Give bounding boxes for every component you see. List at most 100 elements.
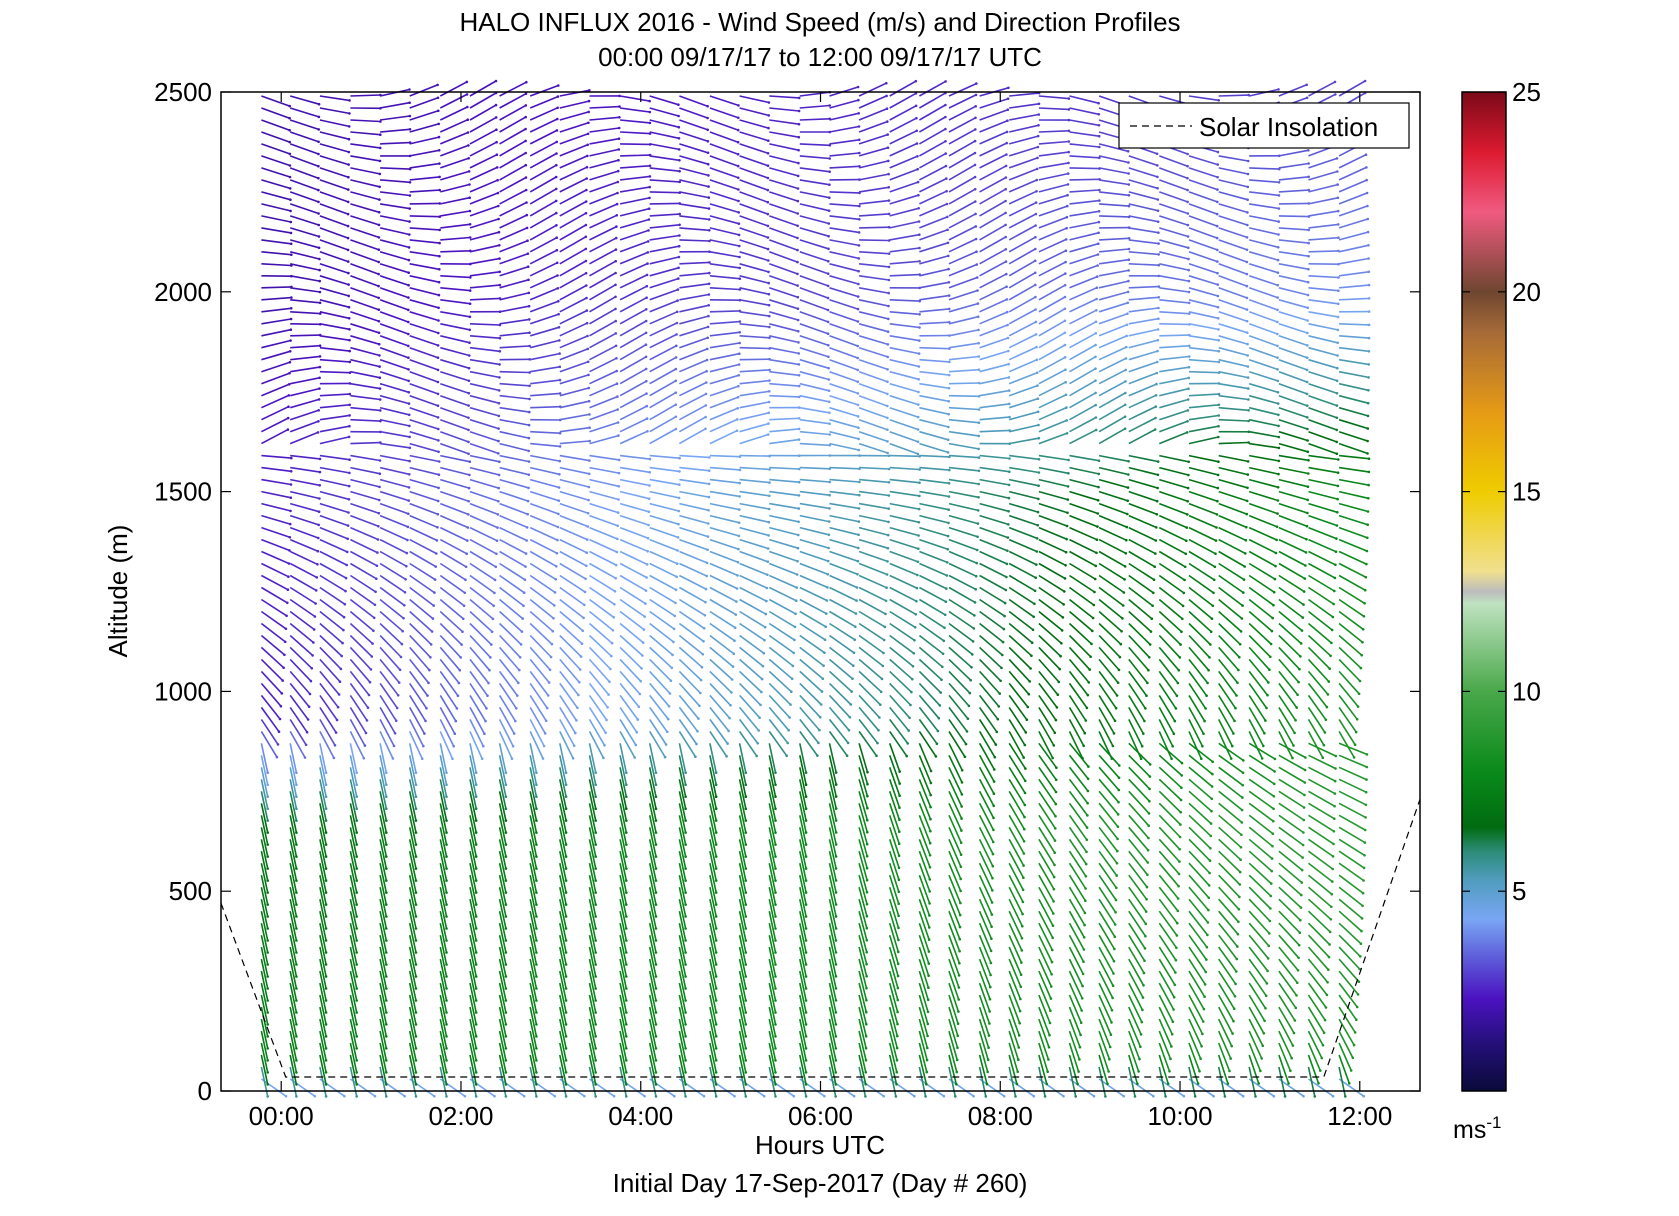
wind-barb-head — [744, 1023, 748, 1026]
wind-barb — [1128, 466, 1159, 476]
wind-barb-head — [459, 656, 463, 659]
wind-barb-head — [555, 211, 558, 215]
wind-barb-head — [996, 717, 1000, 721]
wind-barb-head — [955, 1058, 959, 1062]
wind-barb — [319, 923, 327, 953]
wind-barb-head — [548, 668, 552, 672]
wind-barb — [918, 1018, 929, 1049]
wind-barb-head — [407, 308, 410, 312]
wind-barb — [829, 251, 859, 260]
wind-barb-head — [756, 742, 759, 745]
wind-barb — [588, 658, 611, 683]
wind-barb — [889, 718, 909, 744]
wind-barb-head — [385, 999, 388, 1002]
wind-barb — [948, 754, 963, 783]
wind-barb-head — [645, 296, 648, 300]
wind-barb — [439, 767, 448, 797]
wind-barb-head — [385, 783, 388, 786]
wind-barb — [1038, 994, 1051, 1024]
wind-barb — [619, 368, 647, 385]
wind-barb — [379, 251, 410, 261]
wind-barb-head — [586, 334, 589, 338]
wind-barb-head — [853, 638, 856, 641]
wind-barb — [1098, 982, 1113, 1011]
wind-barb-head — [797, 161, 800, 165]
wind-barb-head — [828, 507, 831, 510]
wind-barb — [1098, 958, 1114, 987]
wind-barb — [379, 346, 409, 359]
wind-barb-head — [1007, 362, 1010, 366]
wind-barb-head — [445, 867, 448, 870]
wind-barb — [679, 283, 710, 289]
wind-barb-head — [474, 855, 478, 858]
wind-barb-head — [1086, 814, 1089, 817]
wind-barb — [1098, 634, 1121, 658]
wind-barb-head — [714, 1059, 718, 1062]
wind-barb — [769, 95, 800, 99]
wind-barb — [1038, 958, 1053, 987]
wind-barb — [888, 898, 900, 929]
wind-barb-head — [467, 170, 471, 173]
wind-barb-head — [856, 85, 860, 89]
wind-barb-head — [497, 401, 501, 405]
wind-barb — [559, 646, 581, 671]
wind-barb-head — [702, 640, 705, 643]
wind-barb — [649, 345, 677, 361]
wind-barb-head — [445, 915, 448, 918]
wind-barb — [620, 154, 651, 157]
wind-barb — [948, 302, 979, 313]
wind-barb — [799, 791, 807, 821]
wind-barb-head — [1126, 150, 1130, 153]
wind-barb-head — [266, 855, 270, 858]
wind-barb — [1098, 1030, 1111, 1060]
wind-barb — [1098, 646, 1120, 671]
wind-barb — [709, 791, 717, 821]
wind-barb — [588, 923, 597, 953]
wind-barb — [379, 101, 410, 109]
wind-barb-head — [588, 459, 591, 462]
wind-barb — [620, 175, 650, 181]
wind-barb-head — [706, 116, 709, 120]
wind-barb-head — [675, 310, 679, 314]
wind-barb-head — [445, 831, 448, 834]
wind-barb — [619, 1054, 628, 1085]
wind-barb — [588, 646, 611, 670]
wind-barb — [678, 1018, 687, 1049]
wind-barb-head — [768, 494, 771, 498]
wind-barb-head — [896, 986, 900, 990]
wind-barb-head — [324, 843, 328, 846]
wind-barb — [261, 143, 291, 155]
wind-barb — [589, 248, 617, 265]
wind-barb — [1068, 682, 1088, 709]
wind-barb — [498, 694, 516, 722]
wind-barb-head — [295, 771, 298, 774]
wind-barb-head — [1022, 852, 1026, 855]
wind-barb-head — [847, 728, 851, 732]
wind-barb-head — [1111, 984, 1115, 987]
wind-barb — [289, 958, 298, 989]
wind-barb-head — [744, 915, 748, 918]
wind-barb — [769, 382, 800, 387]
wind-barb-head — [866, 806, 869, 810]
wind-barb-head — [744, 975, 748, 978]
wind-barb — [289, 1042, 298, 1073]
wind-barb-head — [346, 224, 350, 228]
wind-barb-head — [1084, 887, 1087, 890]
wind-barb-head — [1047, 1058, 1050, 1061]
wind-barb-head — [1140, 744, 1144, 748]
wind-barb — [1098, 404, 1126, 421]
wind-barb — [588, 670, 610, 696]
wind-barb-head — [1094, 355, 1097, 359]
wind-barb — [829, 550, 859, 562]
wind-barb-head — [397, 681, 401, 684]
wind-barb — [498, 863, 507, 893]
wind-barb — [530, 442, 561, 448]
wind-barb-head — [1096, 512, 1100, 515]
wind-barb-head — [1023, 815, 1026, 819]
wind-barb — [619, 285, 648, 301]
wind-barb-head — [1034, 576, 1037, 579]
wind-barb-head — [587, 485, 591, 489]
wind-barb-head — [1024, 767, 1027, 770]
wind-barb — [440, 250, 471, 253]
wind-barb — [679, 315, 709, 325]
